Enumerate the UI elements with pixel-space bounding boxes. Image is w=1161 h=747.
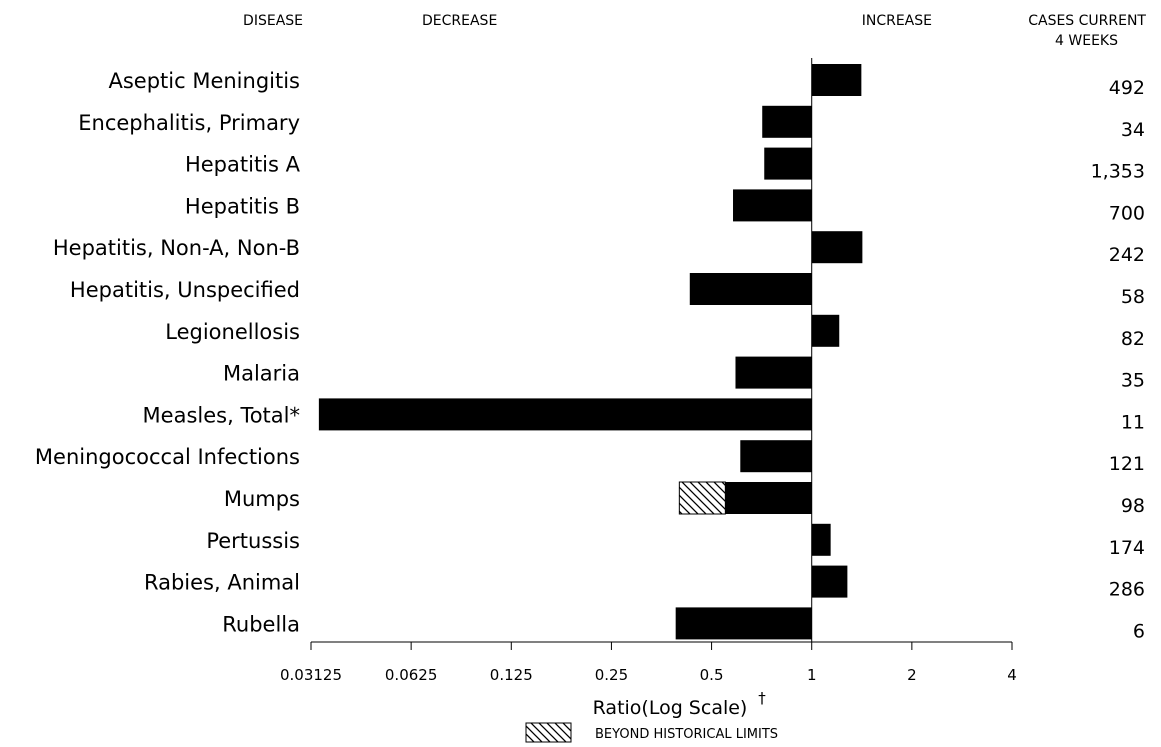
- x-axis-label: Ratio(Log Scale): [593, 697, 748, 719]
- x-axis-label-mark: †: [758, 689, 766, 707]
- category-label: Legionellosis: [165, 320, 300, 344]
- case-count: 492: [1109, 77, 1145, 99]
- bar: [318, 398, 812, 431]
- bar: [740, 440, 812, 473]
- bars-layer: [318, 64, 863, 640]
- bar: [811, 64, 862, 96]
- category-label: Malaria: [223, 362, 300, 386]
- category-label: Aseptic Meningitis: [108, 69, 300, 93]
- beyond-limits-segment: [678, 481, 726, 515]
- case-count: 242: [1109, 244, 1145, 266]
- case-count: 35: [1121, 370, 1145, 392]
- header-decrease: DECREASE: [422, 13, 497, 29]
- x-tick-label: 2: [907, 666, 917, 684]
- category-label: Hepatitis A: [185, 153, 301, 177]
- header-increase: INCREASE: [862, 13, 932, 29]
- x-axis-ticks: 0.03125 0.0625 0.125 0.25 0.5 1 2 4: [280, 642, 1017, 684]
- bar: [811, 314, 840, 347]
- category-label: Pertussis: [206, 529, 300, 553]
- case-count: 6: [1133, 620, 1145, 642]
- category-labels: Aseptic Meningitis Encephalitis, Primary H…: [35, 69, 301, 636]
- x-tick-label: 0.0625: [385, 666, 438, 684]
- legend-hatch-swatch: [525, 722, 572, 743]
- case-count: 82: [1121, 328, 1145, 350]
- bar: [725, 482, 812, 514]
- x-tick-label: 0.125: [490, 666, 533, 684]
- x-tick-label: 0.25: [595, 666, 628, 684]
- bar: [733, 189, 812, 222]
- case-count: 11: [1121, 411, 1145, 433]
- case-count: 58: [1121, 286, 1145, 308]
- category-label: Hepatitis B: [185, 194, 300, 218]
- case-count: 98: [1121, 495, 1145, 517]
- bar: [675, 607, 812, 640]
- case-count: 34: [1121, 119, 1145, 141]
- category-label: Encephalitis, Primary: [78, 111, 300, 135]
- case-count: 1,353: [1091, 161, 1145, 183]
- category-label: Hepatitis, Unspecified: [70, 278, 300, 302]
- bar: [811, 523, 831, 556]
- legend-label: BEYOND HISTORICAL LIMITS: [595, 727, 778, 742]
- category-label: Measles, Total*: [143, 403, 300, 427]
- case-count: 700: [1109, 202, 1145, 224]
- category-label: Rabies, Animal: [144, 571, 300, 595]
- case-count: 121: [1109, 453, 1145, 475]
- category-label: Meningococcal Infections: [35, 445, 300, 469]
- bar: [735, 356, 812, 389]
- category-label: Mumps: [224, 487, 300, 511]
- header-cases-line1: CASES CURRENT: [1028, 13, 1146, 29]
- case-count: 286: [1109, 579, 1145, 601]
- header-disease: DISEASE: [243, 13, 303, 29]
- bar: [764, 147, 812, 180]
- bar: [811, 565, 848, 598]
- x-tick-label: 4: [1007, 666, 1017, 684]
- bar: [811, 231, 863, 264]
- category-label: Rubella: [222, 612, 300, 636]
- case-counts: 492 34 1,353 700 242 58 82 35 11 121 98 174 286 6: [1091, 77, 1145, 642]
- x-tick-label: 0.5: [700, 666, 724, 684]
- bar: [762, 105, 812, 138]
- category-label: Hepatitis, Non-A, Non-B: [53, 236, 300, 260]
- header-cases-line2: 4 WEEKS: [1055, 33, 1118, 49]
- case-count: 174: [1109, 537, 1145, 559]
- x-tick-label: 1: [807, 666, 817, 684]
- x-tick-label: 0.03125: [280, 666, 342, 684]
- bar: [689, 273, 812, 305]
